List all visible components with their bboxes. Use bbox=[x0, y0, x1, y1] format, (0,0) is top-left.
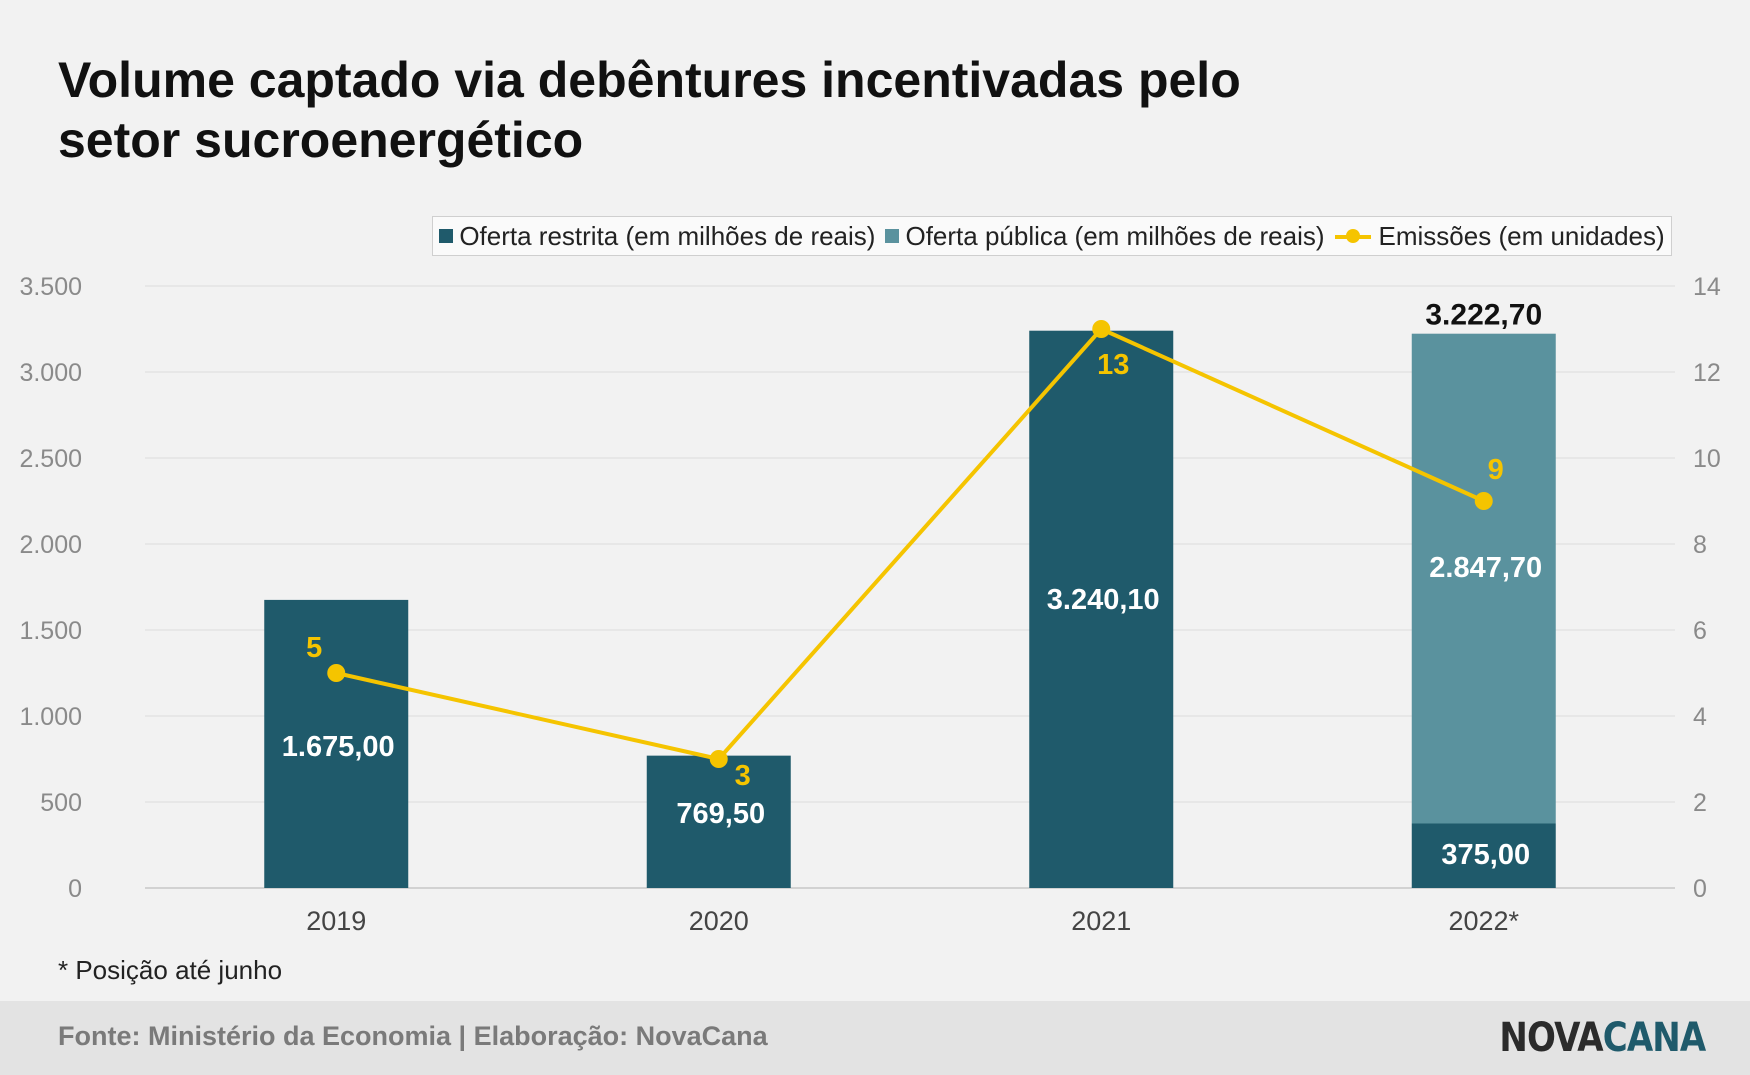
point-emissoes bbox=[1092, 320, 1111, 338]
chart-title-line-2: setor sucroenergético bbox=[58, 112, 584, 168]
brand-logo-part-1: NOVA bbox=[1498, 1015, 1603, 1061]
x-tick-label: 2022* bbox=[1448, 906, 1519, 936]
y-right-tick-label: 12 bbox=[1693, 359, 1721, 387]
y-right-tick-label: 2 bbox=[1693, 789, 1707, 817]
y-right-tick-label: 4 bbox=[1693, 703, 1707, 731]
legend-label-publica: Oferta pública (em milhões de reais) bbox=[905, 220, 1325, 251]
y-left-tick-label: 1.000 bbox=[19, 703, 82, 731]
bar-restrita bbox=[1411, 823, 1556, 888]
bar-total-label: 3.222,70 bbox=[1425, 299, 1542, 332]
y-left-tick-label: 2.500 bbox=[19, 445, 82, 473]
legend-item-emissoes: Emissões (em unidades) bbox=[1334, 220, 1665, 252]
point-emissoes bbox=[709, 750, 728, 768]
y-right-tick-label: 10 bbox=[1693, 445, 1721, 473]
bar-label-publica: 2.847,70 bbox=[1429, 552, 1542, 584]
brand-logo-part-2: CANA bbox=[1602, 1015, 1705, 1061]
chart-legend: Oferta restrita (em milhões de reais) Of… bbox=[432, 216, 1672, 256]
y-left-tick-label: 3.500 bbox=[19, 273, 82, 301]
line-label-emissoes: 13 bbox=[1097, 349, 1129, 381]
x-tick-label: 2020 bbox=[689, 906, 749, 936]
y-right-tick-label: 6 bbox=[1693, 617, 1707, 645]
legend-label-emissoes: Emissões (em unidades) bbox=[1378, 220, 1665, 251]
y-left-tick-label: 2.000 bbox=[19, 531, 82, 559]
legend-swatch-restrita bbox=[439, 229, 454, 243]
legend-item-restrita: Oferta restrita (em milhões de reais) bbox=[439, 221, 875, 252]
bar-publica bbox=[1411, 333, 1556, 824]
bar-restrita bbox=[264, 599, 409, 888]
x-tick-label: 2019 bbox=[306, 906, 366, 936]
y-right-tick-label: 0 bbox=[1693, 875, 1707, 903]
line-emissoes bbox=[335, 327, 1485, 761]
footnote: * Posição até junho bbox=[58, 955, 283, 985]
line-label-emissoes: 5 bbox=[306, 632, 322, 664]
y-left-tick-label: 3.000 bbox=[19, 359, 82, 387]
chart-plot: 0 500 1.000 1.500 2.000 2.500 3.000 3.500 0 2 4 6 8 1… bbox=[19, 273, 1721, 936]
bar-label-restrita: 375,00 bbox=[1441, 839, 1530, 871]
chart-title-line-1: Volume captado via debêntures incentivad… bbox=[58, 52, 1241, 108]
legend-item-publica: Oferta pública (em milhões de reais) bbox=[885, 220, 1325, 252]
y-left-tick-label: 500 bbox=[40, 789, 82, 817]
legend-label-restrita: Oferta restrita (em milhões de reais) bbox=[459, 220, 876, 251]
brand-logo: NOVACANA bbox=[1498, 1015, 1706, 1061]
source-text: Fonte: Ministério da Economia | Elaboraç… bbox=[58, 1021, 768, 1051]
y-left-tick-label: 0 bbox=[68, 875, 82, 903]
y-right-tick-label: 8 bbox=[1693, 531, 1707, 559]
line-label-emissoes: 9 bbox=[1488, 454, 1504, 486]
line-label-emissoes: 3 bbox=[735, 760, 751, 792]
x-tick-label: 2021 bbox=[1071, 906, 1131, 936]
bar-label-restrita: 3.240,10 bbox=[1047, 584, 1160, 616]
bar-restrita bbox=[1029, 330, 1174, 889]
legend-swatch-emissoes bbox=[1334, 229, 1371, 243]
bar-label-restrita: 1.675,00 bbox=[282, 731, 395, 763]
legend-swatch-publica bbox=[885, 229, 900, 243]
point-emissoes bbox=[327, 664, 346, 682]
y-right-tick-label: 14 bbox=[1693, 273, 1721, 301]
bar-restrita bbox=[646, 755, 791, 888]
point-emissoes bbox=[1474, 492, 1493, 510]
footer-bar: Fonte: Ministério da Economia | Elaboraç… bbox=[0, 1001, 1750, 1075]
chart-title: Volume captado via debêntures incentivad… bbox=[58, 50, 1458, 170]
bar-label-restrita: 769,50 bbox=[676, 798, 765, 830]
y-left-tick-label: 1.500 bbox=[19, 617, 82, 645]
